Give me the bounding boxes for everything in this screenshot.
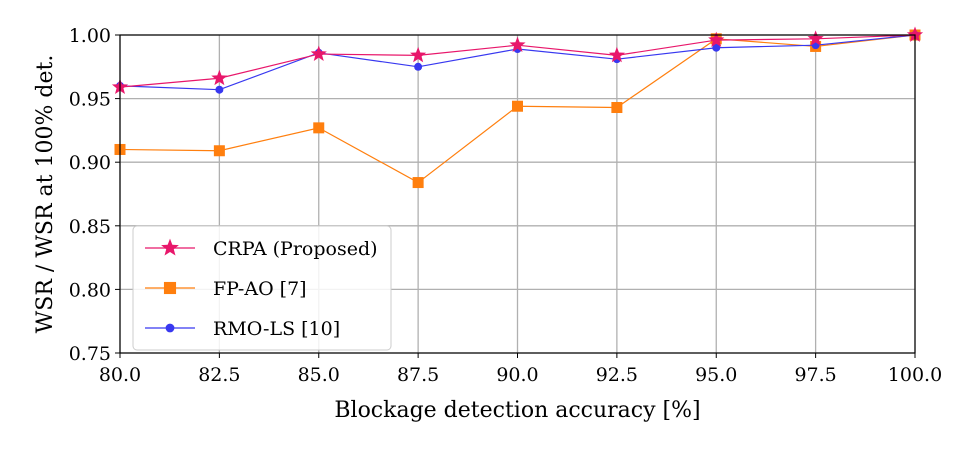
data-point <box>512 100 523 112</box>
data-point <box>412 177 424 189</box>
x-tick-label: 97.5 <box>794 364 836 386</box>
legend-marker <box>163 281 177 295</box>
legend-marker <box>165 323 175 333</box>
x-tick-label: 95.0 <box>695 364 737 386</box>
legend-label: CRPA (Proposed) <box>213 238 378 260</box>
legend-box <box>132 225 392 351</box>
data-point <box>211 69 228 86</box>
y-tick-label: 0.95 <box>69 89 111 111</box>
data-point <box>414 62 423 71</box>
data-point <box>906 26 924 42</box>
data-point <box>410 46 427 63</box>
data-point <box>611 102 623 114</box>
data-point <box>509 36 526 53</box>
y-axis-title: WSR / WSR at 100% det. <box>33 55 58 334</box>
legend-label: FP-AO [7] <box>213 278 307 300</box>
data-point <box>712 43 721 52</box>
data-point <box>213 145 225 157</box>
x-axis-title: Blockage detection accuracy [%] <box>334 398 700 423</box>
legend-label: RMO-LS [10] <box>213 318 340 340</box>
series-layer <box>111 26 924 189</box>
x-tick-label: 92.5 <box>596 364 638 386</box>
data-point <box>310 45 327 61</box>
x-tick-label: 80.0 <box>99 364 141 386</box>
x-tick-label: 90.0 <box>496 364 538 386</box>
data-point <box>708 31 725 47</box>
legend: CRPA (Proposed) FP-AO [7] RMO-LS [10] <box>132 225 392 351</box>
data-point <box>215 85 224 94</box>
y-tick-label: 0.80 <box>69 279 111 301</box>
y-tick-label: 0.85 <box>69 216 111 238</box>
x-tick-label: 87.5 <box>397 364 439 386</box>
data-point <box>608 46 625 63</box>
y-tick-label: 1.00 <box>69 25 111 47</box>
x-tick-label: 100.0 <box>888 364 942 386</box>
series-crpa-proposed <box>111 26 924 95</box>
x-tick-label: 85.0 <box>298 364 340 386</box>
y-tick-label: 0.75 <box>69 343 111 365</box>
legend-marker <box>161 238 179 256</box>
x-tick-label: 82.5 <box>198 364 240 386</box>
data-point <box>313 122 325 134</box>
axis-ticks: 80.0 82.5 85.0 87.5 90.0 92.5 95.0 97.5 100.0 0.7… <box>69 25 943 386</box>
y-tick-label: 0.90 <box>69 152 111 174</box>
data-point <box>807 30 824 46</box>
